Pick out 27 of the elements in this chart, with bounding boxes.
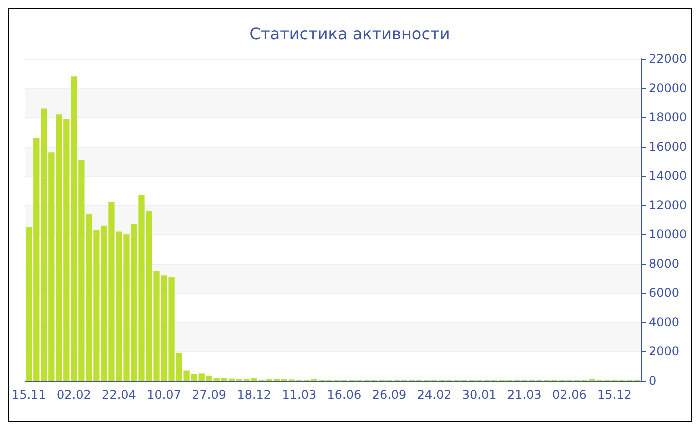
x-tick-label: 15.12 (598, 388, 632, 402)
x-tick-label: 30.01 (462, 388, 497, 402)
y-tick-label: 4000 (649, 315, 680, 330)
y-tick-label: 12000 (649, 198, 688, 212)
x-tick-label: 22.04 (102, 388, 136, 402)
y-tick-label: 16000 (649, 140, 688, 154)
x-tick-label: 10.07 (147, 388, 182, 402)
y-tick-label: 20000 (649, 81, 688, 96)
y-tick-label: 0 (649, 374, 657, 388)
x-tick-label: 24.02 (417, 388, 452, 402)
x-tick-label: 26.09 (372, 388, 407, 402)
y-tick-label: 10000 (649, 228, 688, 242)
x-tick-label: 11.03 (282, 388, 317, 402)
y-tick-label: 8000 (649, 256, 680, 271)
x-tick-label: 15.11 (12, 388, 46, 402)
x-tick-label: 02.02 (57, 388, 92, 402)
x-tick-label: 02.06 (552, 388, 587, 402)
y-tick-label: 14000 (649, 169, 688, 184)
y-tick-label: 22000 (649, 52, 688, 66)
x-tick-label: 21.03 (507, 388, 542, 402)
chart-title: Статистика активности (250, 24, 450, 44)
y-tick-label: 2000 (649, 344, 680, 359)
y-tick-label: 18000 (649, 110, 688, 125)
x-tick-label: 18.12 (237, 388, 272, 402)
y-tick-label: 6000 (649, 286, 680, 300)
x-tick-label: 27.09 (192, 388, 226, 402)
x-tick-label: 16.06 (327, 388, 362, 402)
